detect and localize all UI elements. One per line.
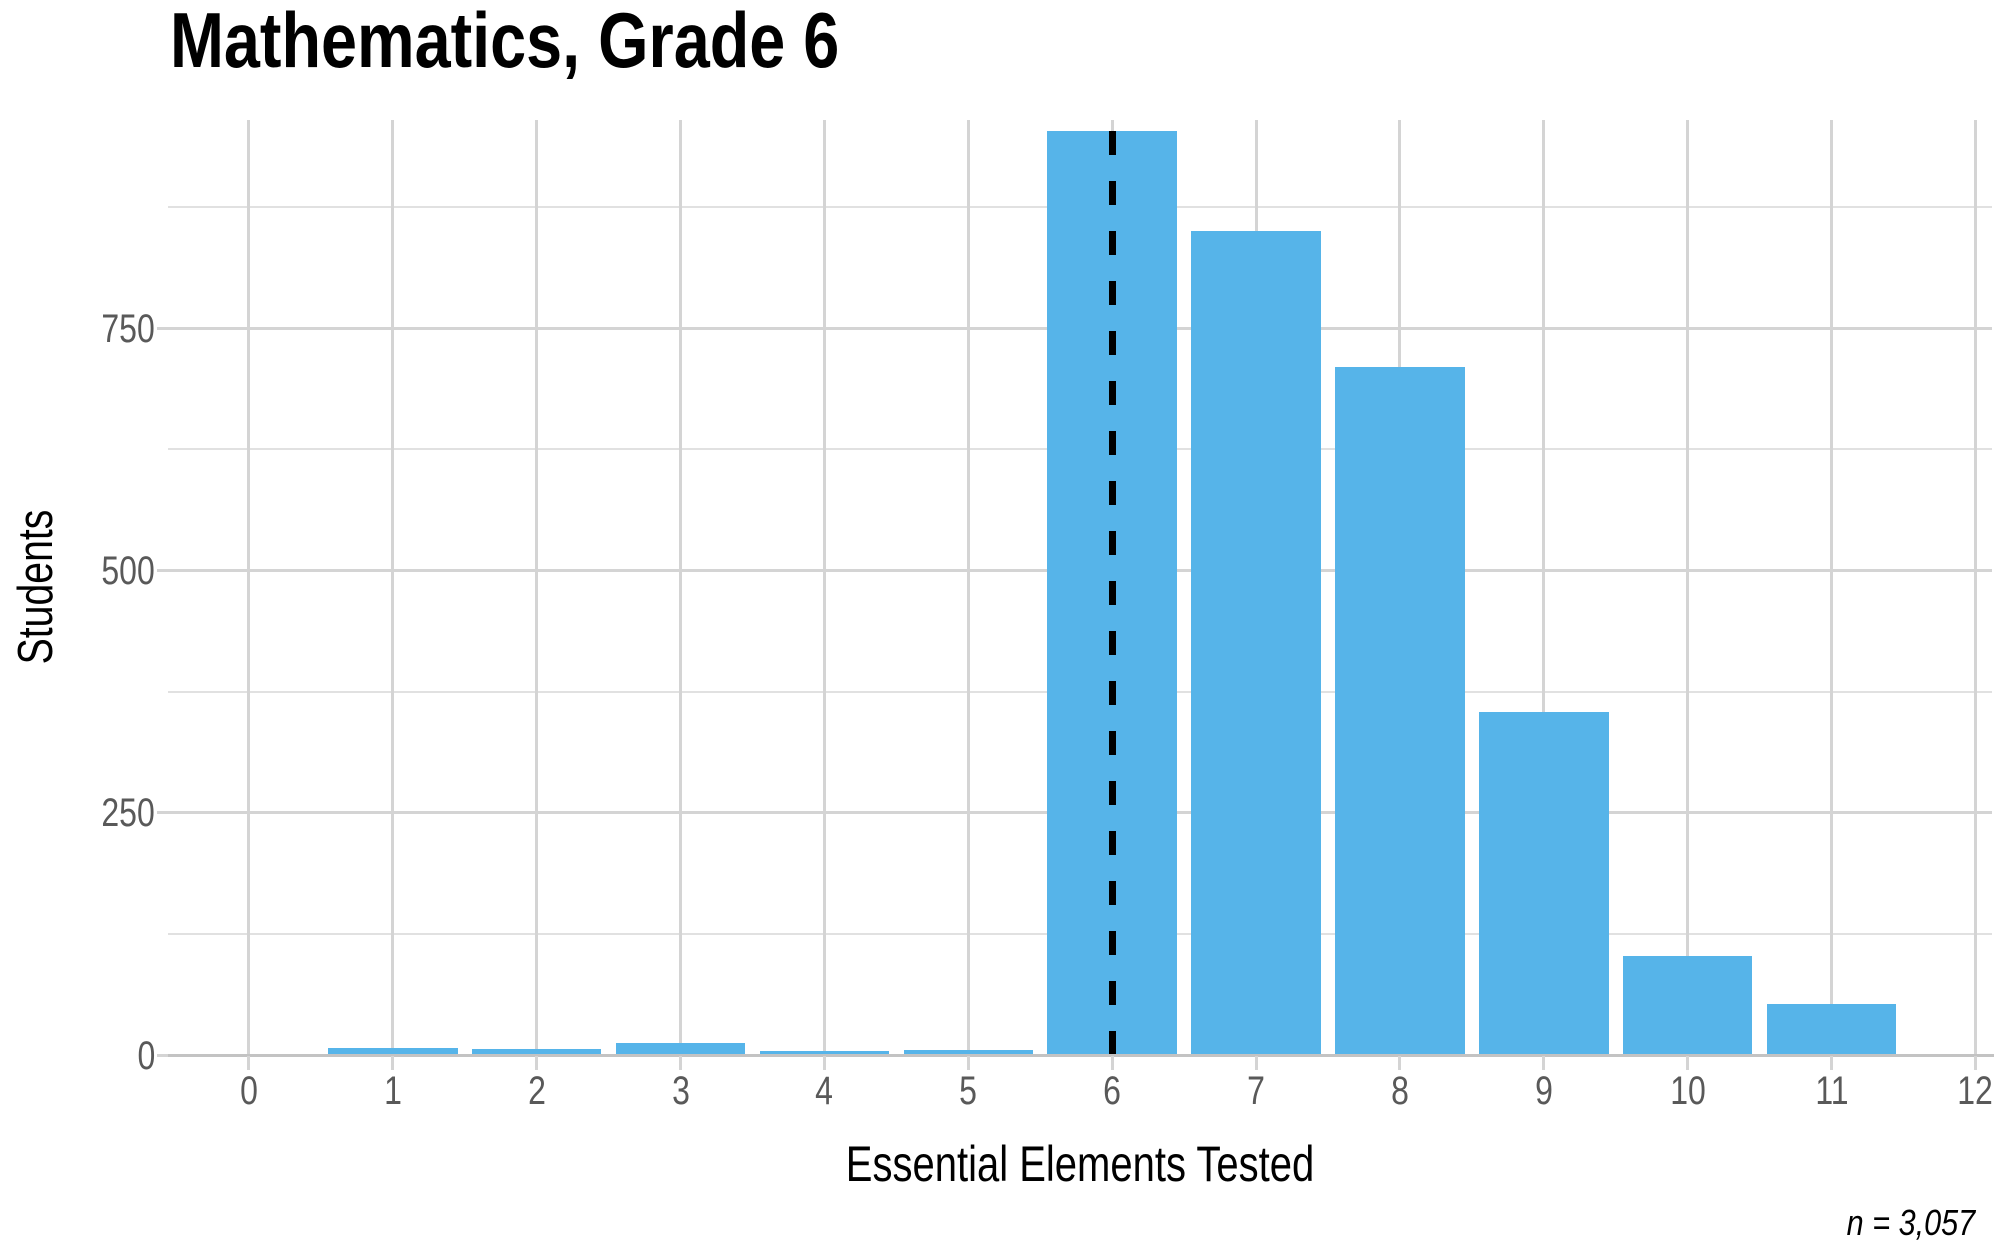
x-tick-label: 3	[671, 1069, 690, 1113]
x-gridline	[1973, 120, 1977, 1055]
x-tick-mark	[1398, 1056, 1402, 1070]
y-tick-mark	[157, 811, 168, 815]
chart-title: Mathematics, Grade 6	[170, 0, 840, 84]
x-gridline	[966, 120, 970, 1055]
y-tick-mark	[157, 326, 168, 330]
x-tick-mark	[1110, 1056, 1114, 1070]
x-gridline	[247, 120, 251, 1055]
x-tick-label: 0	[240, 1069, 258, 1113]
x-tick-label: 1	[383, 1069, 402, 1113]
x-tick-mark	[822, 1056, 826, 1070]
bar-11	[1766, 1003, 1897, 1055]
bar-2	[472, 1049, 602, 1055]
x-gridline	[822, 120, 826, 1055]
x-tick-label: 4	[815, 1069, 834, 1113]
bar-9	[1479, 712, 1609, 1055]
x-tick-label: 11	[1814, 1069, 1849, 1113]
x-tick-mark	[535, 1056, 539, 1070]
x-tick-label: 8	[1391, 1069, 1409, 1113]
y-tick-label: 500	[101, 549, 155, 594]
x-tick-label: 2	[527, 1069, 546, 1113]
x-gridline	[535, 120, 539, 1055]
x-tick-label: 10	[1669, 1069, 1706, 1113]
x-tick-mark	[391, 1056, 395, 1070]
x-gridline	[1542, 120, 1546, 1055]
x-gridline	[391, 120, 395, 1055]
x-axis-title: Essential Elements Tested	[845, 1136, 1315, 1192]
x-tick-label: 9	[1534, 1069, 1553, 1113]
bar-8	[1335, 367, 1465, 1055]
x-tick-mark	[1686, 1056, 1690, 1070]
y-tick-label: 750	[101, 306, 155, 351]
y-tick-label: 250	[101, 791, 155, 836]
y-axis-title: Students	[9, 509, 63, 665]
x-tick-label: 5	[959, 1069, 978, 1113]
reference-line	[1108, 130, 1116, 1055]
x-axis-line	[166, 1053, 1994, 1057]
y-tick-label: 0	[137, 1033, 155, 1078]
y-tick-mark	[157, 569, 168, 573]
x-tick-label: 7	[1247, 1069, 1265, 1113]
x-tick-mark	[1973, 1056, 1977, 1070]
sample-size-note: n = 3,057	[1846, 1202, 1975, 1243]
x-tick-mark	[1542, 1056, 1546, 1070]
plot-panel	[168, 120, 1992, 1055]
y-tick-mark	[157, 1053, 168, 1057]
x-gridline	[1686, 120, 1690, 1055]
bar-5	[903, 1050, 1034, 1055]
bar-4	[759, 1051, 890, 1055]
x-tick-mark	[679, 1056, 683, 1070]
x-tick-mark	[247, 1056, 251, 1070]
x-gridline	[1830, 120, 1834, 1055]
bar-10	[1622, 956, 1753, 1055]
x-tick-label: 12	[1957, 1069, 1994, 1113]
bar-1	[328, 1048, 458, 1055]
x-tick-mark	[1254, 1056, 1258, 1070]
bar-7	[1191, 231, 1321, 1055]
x-tick-label: 6	[1103, 1069, 1122, 1113]
x-gridline	[679, 120, 683, 1055]
bar-3	[615, 1043, 746, 1055]
x-tick-mark	[966, 1056, 970, 1070]
x-tick-mark	[1830, 1056, 1834, 1070]
